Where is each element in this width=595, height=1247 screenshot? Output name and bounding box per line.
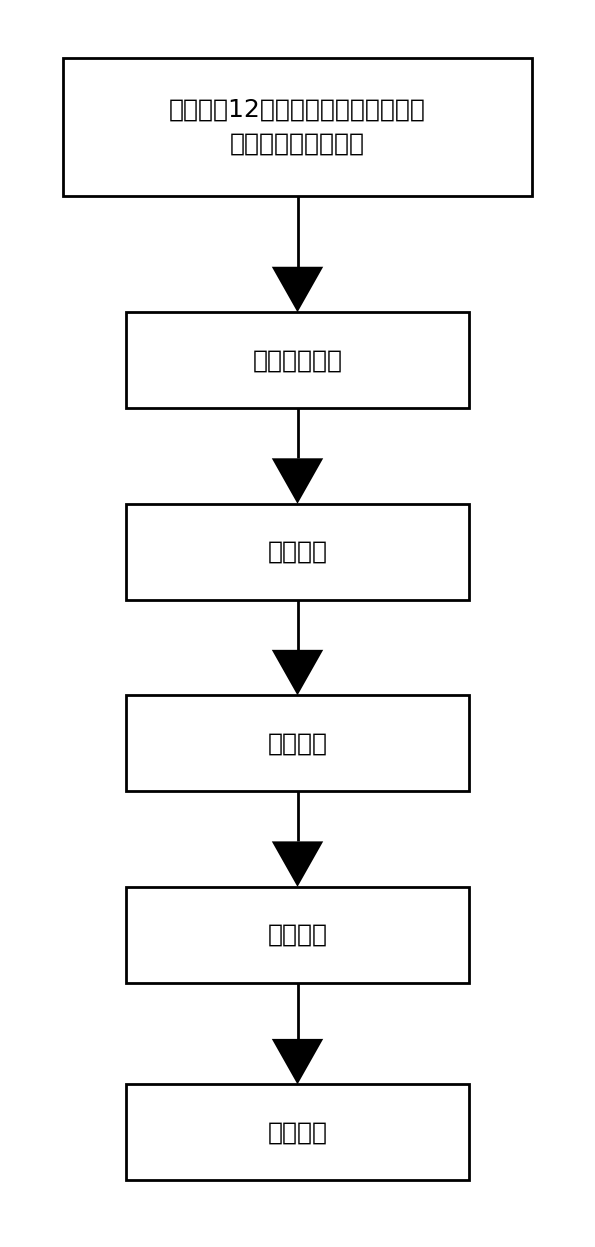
Bar [126,312,469,408]
Text: 学习训练: 学习训练 [268,731,327,756]
Text: 提取故障特征: 提取故障特征 [252,348,343,372]
Bar [126,504,469,600]
Bar [126,696,469,791]
Text: 确定串联12脉波相控整流电路中晶闸
管故障状态类型数量: 确定串联12脉波相控整流电路中晶闸 管故障状态类型数量 [169,99,426,156]
Text: 故障分类: 故障分类 [268,923,327,946]
Bar [126,887,469,983]
Text: 样本采集: 样本采集 [268,540,327,564]
Polygon shape [272,1039,323,1085]
Bar [126,1085,469,1180]
Polygon shape [272,267,323,312]
Polygon shape [272,650,323,696]
Text: 性能测试: 性能测试 [268,1120,327,1145]
Bar [63,57,532,196]
Polygon shape [272,459,323,504]
Polygon shape [272,842,323,887]
